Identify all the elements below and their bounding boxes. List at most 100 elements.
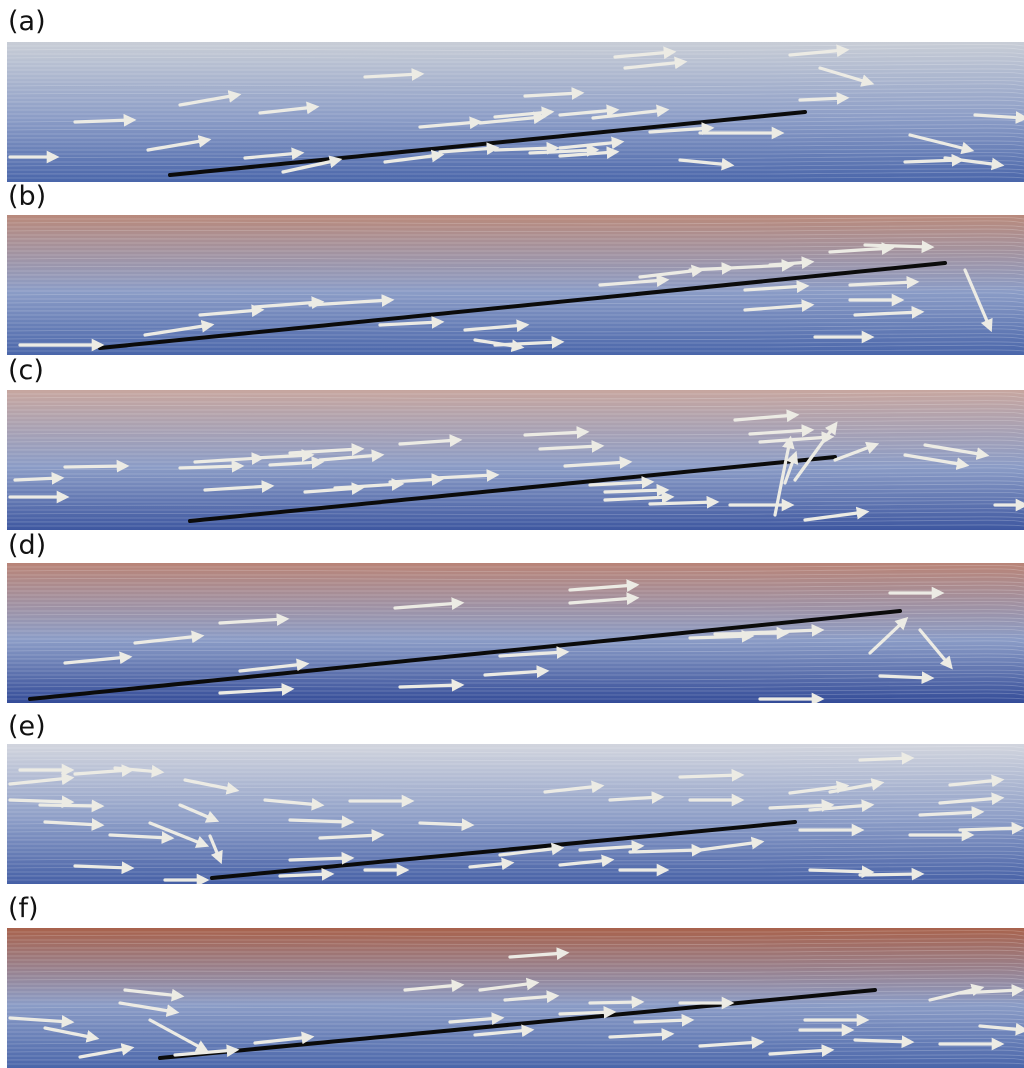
velocity-arrow bbox=[308, 294, 395, 307]
flow-background bbox=[7, 390, 1024, 530]
velocity-arrow bbox=[918, 806, 985, 819]
velocity-arrow bbox=[78, 1043, 135, 1059]
velocity-arrow bbox=[568, 592, 640, 606]
velocity-arrow bbox=[238, 658, 310, 673]
velocity-arrow bbox=[288, 815, 355, 829]
velocity-arrow bbox=[8, 795, 75, 809]
velocity-arrow bbox=[493, 141, 560, 155]
velocity-arrow bbox=[678, 768, 745, 782]
velocity-arrow bbox=[178, 459, 245, 473]
velocity-arrow bbox=[853, 305, 925, 319]
velocity-arrow bbox=[523, 426, 590, 439]
velocity-arrow bbox=[793, 421, 838, 482]
plate-line bbox=[98, 261, 947, 350]
velocity-arrow bbox=[113, 764, 165, 778]
velocity-arrow bbox=[498, 646, 570, 659]
panel-label-d: (d) bbox=[8, 530, 47, 561]
flow-background bbox=[7, 563, 1024, 703]
velocity-arrow bbox=[288, 851, 355, 865]
plate-line bbox=[188, 455, 837, 523]
velocity-arrow bbox=[473, 1024, 535, 1038]
flow-background bbox=[7, 42, 1024, 182]
velocity-arrow bbox=[363, 68, 425, 81]
velocity-arrow bbox=[788, 780, 850, 795]
velocity-arrow bbox=[398, 434, 463, 447]
velocity-arrow bbox=[468, 857, 515, 871]
velocity-arrow bbox=[853, 1035, 915, 1049]
velocity-arrow bbox=[828, 778, 885, 794]
velocity-arrow bbox=[958, 984, 1024, 997]
velocity-arrow bbox=[318, 449, 385, 463]
velocity-arrow bbox=[648, 495, 720, 509]
velocity-arrow bbox=[568, 579, 640, 593]
velocity-arrow bbox=[613, 46, 677, 60]
velocity-arrow bbox=[43, 1026, 100, 1043]
velocity-arrow bbox=[418, 116, 483, 130]
velocity-arrow bbox=[918, 628, 953, 670]
velocity-arrow bbox=[178, 803, 220, 823]
velocity-arrow bbox=[253, 1031, 315, 1045]
velocity-arrow bbox=[558, 146, 620, 159]
velocity-arrow bbox=[393, 597, 465, 611]
flow-field-a bbox=[7, 42, 1024, 182]
velocity-arrow bbox=[8, 1015, 75, 1028]
velocity-arrow bbox=[748, 424, 815, 437]
velocity-arrow bbox=[798, 91, 850, 105]
velocity-arrow bbox=[878, 671, 935, 685]
velocity-arrow bbox=[688, 629, 755, 643]
velocity-arrow bbox=[608, 791, 665, 804]
velocity-arrow bbox=[183, 778, 240, 795]
velocity-arrow bbox=[958, 821, 1024, 835]
velocity-arrow bbox=[463, 319, 530, 333]
velocity-arrow bbox=[258, 101, 320, 115]
velocity-arrow bbox=[758, 431, 835, 444]
velocity-arrow bbox=[578, 840, 645, 853]
panel-label-b: (b) bbox=[8, 181, 47, 212]
velocity-arrow bbox=[318, 829, 385, 842]
velocity-arrow bbox=[698, 1036, 765, 1049]
velocity-arrow bbox=[633, 1013, 695, 1027]
velocity-arrow bbox=[858, 751, 915, 765]
velocity-arrow bbox=[398, 678, 465, 692]
plate-line bbox=[210, 820, 797, 880]
velocity-arrow bbox=[828, 242, 895, 255]
velocity-arrow bbox=[253, 296, 325, 310]
velocity-arrow bbox=[598, 274, 670, 288]
velocity-arrow bbox=[628, 843, 705, 857]
velocity-arrow bbox=[558, 1005, 617, 1019]
velocity-arrow bbox=[928, 983, 985, 1002]
panel-label-c: (c) bbox=[8, 355, 44, 386]
velocity-arrow bbox=[558, 854, 615, 868]
velocity-arrow bbox=[863, 240, 935, 254]
velocity-arrow bbox=[448, 1012, 505, 1026]
velocity-arrow bbox=[908, 133, 975, 155]
velocity-arrow bbox=[698, 836, 765, 852]
velocity-arrow bbox=[743, 299, 815, 313]
velocity-arrow bbox=[303, 482, 365, 495]
panel-label-f: (f) bbox=[8, 893, 39, 924]
velocity-arrow bbox=[73, 113, 137, 127]
velocity-arrow bbox=[253, 449, 315, 462]
velocity-arrow bbox=[148, 1018, 209, 1053]
velocity-arrow bbox=[538, 440, 605, 453]
velocity-arrow bbox=[588, 476, 655, 489]
panel-label-e: (e) bbox=[8, 711, 46, 742]
flow-field-d bbox=[7, 563, 1024, 703]
velocity-arrow bbox=[558, 136, 625, 150]
velocity-arrow bbox=[178, 90, 242, 107]
velocity-arrow bbox=[478, 111, 547, 125]
velocity-arrow bbox=[218, 683, 295, 696]
velocity-arrow bbox=[948, 774, 1005, 788]
velocity-arrow bbox=[478, 977, 540, 992]
flow-field-f bbox=[7, 928, 1024, 1068]
velocity-arrow bbox=[148, 821, 210, 848]
velocity-arrow bbox=[858, 867, 925, 881]
velocity-arrow bbox=[768, 256, 815, 270]
velocity-arrow bbox=[433, 469, 500, 482]
velocity-arrow bbox=[938, 792, 1005, 806]
velocity-arrow bbox=[418, 818, 475, 832]
velocity-arrow bbox=[678, 157, 735, 171]
velocity-arrow bbox=[978, 1022, 1024, 1036]
velocity-arrow bbox=[118, 1001, 180, 1017]
flow-field-c bbox=[7, 390, 1024, 530]
